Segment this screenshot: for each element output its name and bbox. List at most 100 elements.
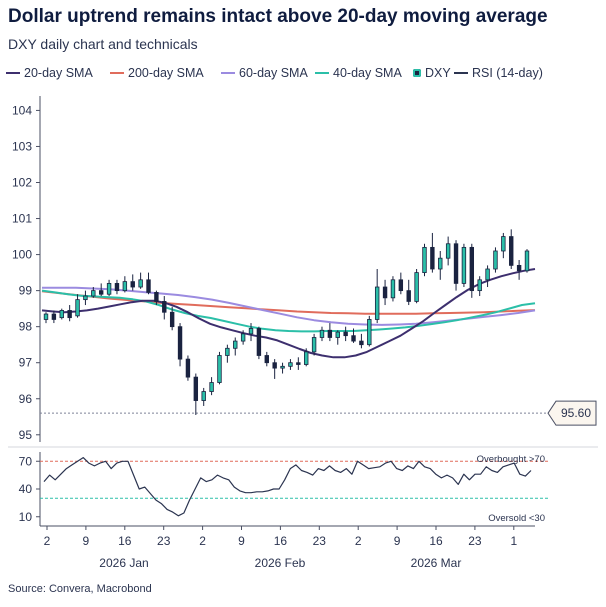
legend-item-sma60[interactable]: 60-day SMA <box>221 66 308 80</box>
candle-body <box>485 268 490 281</box>
candle-body <box>67 310 72 319</box>
main-y-tick-label: 103 <box>12 139 32 153</box>
main-y-tick-label: 98 <box>19 320 33 334</box>
candle-icon <box>413 69 421 77</box>
rsi-y-tick-label: 40 <box>19 482 33 496</box>
legend-swatch-sma20 <box>6 72 20 74</box>
main-y-tick-label: 101 <box>12 212 32 226</box>
candle-body <box>146 279 151 293</box>
legend-swatch-sma60 <box>221 72 235 74</box>
x-tick-label: 16 <box>274 534 288 548</box>
candle-body <box>461 246 467 284</box>
legend-label-sma20: 20-day SMA <box>24 66 93 80</box>
legend-swatch-rsi <box>454 72 468 74</box>
candle-body <box>422 246 427 274</box>
main-y-tick-label: 96 <box>19 392 33 406</box>
candle-body <box>248 328 254 335</box>
candle-body <box>493 250 498 270</box>
main-y-tick-label: 100 <box>12 248 32 262</box>
x-tick-label: 23 <box>157 534 171 548</box>
chart-title: Dollar uptrend remains intact above 20-d… <box>8 6 548 27</box>
candle-body <box>209 382 214 392</box>
candle-body <box>75 299 80 317</box>
sma-40-line <box>41 289 536 333</box>
legend-item-rsi[interactable]: RSI (14-day) <box>454 66 543 80</box>
chart-legend: 20-day SMA 200-day SMA 60-day SMA 40-day… <box>6 66 606 84</box>
candle-body <box>106 283 112 295</box>
rsi-line <box>43 457 532 517</box>
candle-body <box>272 362 277 369</box>
chart-subtitle: DXY daily chart and technicals <box>8 36 198 52</box>
rsi-y-tick-label: 10 <box>19 510 33 524</box>
candle-body <box>390 279 396 299</box>
candle-body <box>477 279 482 292</box>
legend-item-sma200[interactable]: 200-day SMA <box>110 66 204 80</box>
candle-body <box>169 311 175 328</box>
main-y-tick-label: 97 <box>19 356 33 370</box>
candle-body <box>343 331 348 337</box>
candle-body <box>430 246 435 270</box>
sma-20-line <box>41 268 536 359</box>
overbought-label: Overbought >70 <box>477 454 545 465</box>
candle-body <box>398 279 404 292</box>
candle-body <box>217 355 222 383</box>
sma-200-line <box>41 290 536 315</box>
legend-item-dxy[interactable]: DXY <box>413 66 451 80</box>
candle-body <box>359 340 364 346</box>
rsi-y-tick-label: 70 <box>19 454 33 468</box>
candle-body <box>114 283 120 292</box>
main-y-tick-label: 102 <box>12 176 32 190</box>
x-tick-label: 1 <box>510 534 517 548</box>
candle-body <box>98 290 104 295</box>
candle-body <box>304 351 309 365</box>
legend-item-sma20[interactable]: 20-day SMA <box>6 66 93 80</box>
main-y-tick-label: 95 <box>19 428 33 442</box>
candle-body <box>83 295 88 301</box>
x-tick-label: 16 <box>429 534 443 548</box>
candle-body <box>233 340 238 349</box>
x-tick-label: 9 <box>394 534 401 548</box>
candle-body <box>59 310 64 319</box>
last-value-callout <box>547 400 597 426</box>
oversold-label: Oversold <30 <box>488 513 545 524</box>
candle-body <box>311 337 317 353</box>
source-note: Source: Convera, Macrobond <box>8 583 152 595</box>
candle-body <box>524 250 530 272</box>
x-tick-label: 16 <box>118 534 132 548</box>
candle-body <box>414 272 419 302</box>
x-tick-label: 2 <box>44 534 51 548</box>
candle-body <box>264 355 269 364</box>
x-tick-label: 23 <box>468 534 482 548</box>
legend-label-sma60: 60-day SMA <box>239 66 308 80</box>
legend-label-rsi: RSI (14-day) <box>472 66 543 80</box>
x-tick-label: 2 <box>355 534 362 548</box>
candle-body <box>201 391 206 401</box>
candle-body <box>91 290 96 297</box>
legend-item-sma40[interactable]: 40-day SMA <box>315 66 402 80</box>
x-tick-label: 9 <box>238 534 245 548</box>
main-y-tick-label: 104 <box>12 103 32 117</box>
candle-body <box>445 243 451 259</box>
x-month-label: 2026 Feb <box>255 556 306 570</box>
candle-body <box>367 319 372 346</box>
candle-body <box>296 362 301 365</box>
candle-body <box>374 286 380 320</box>
candle-body <box>288 362 293 367</box>
candle-body <box>177 326 183 360</box>
x-tick-label: 2 <box>199 534 206 548</box>
legend-label-sma40: 40-day SMA <box>333 66 402 80</box>
candle-body <box>327 329 333 338</box>
candle-body <box>406 290 411 302</box>
candle-body <box>256 328 262 356</box>
candle-body <box>335 331 340 338</box>
x-tick-label: 9 <box>83 534 90 548</box>
candle-body <box>138 279 143 288</box>
candle-body <box>501 236 506 252</box>
candle-body <box>162 301 167 313</box>
x-tick-label: 23 <box>313 534 327 548</box>
legend-swatch-sma40 <box>315 72 329 74</box>
candle-body <box>469 246 475 292</box>
candle-body <box>319 329 325 338</box>
candle-body <box>51 313 57 320</box>
